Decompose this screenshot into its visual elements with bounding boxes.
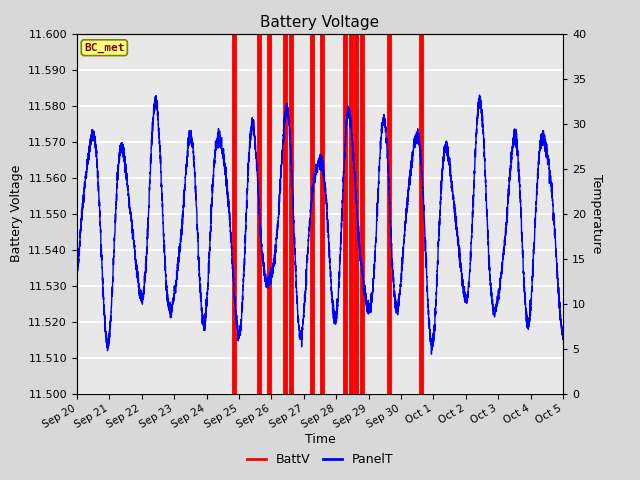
Y-axis label: Battery Voltage: Battery Voltage [10, 165, 23, 262]
Title: Battery Voltage: Battery Voltage [260, 15, 380, 30]
Text: BC_met: BC_met [84, 43, 125, 53]
X-axis label: Time: Time [305, 433, 335, 446]
Legend: BattV, PanelT: BattV, PanelT [242, 448, 398, 471]
Y-axis label: Temperature: Temperature [590, 174, 603, 253]
